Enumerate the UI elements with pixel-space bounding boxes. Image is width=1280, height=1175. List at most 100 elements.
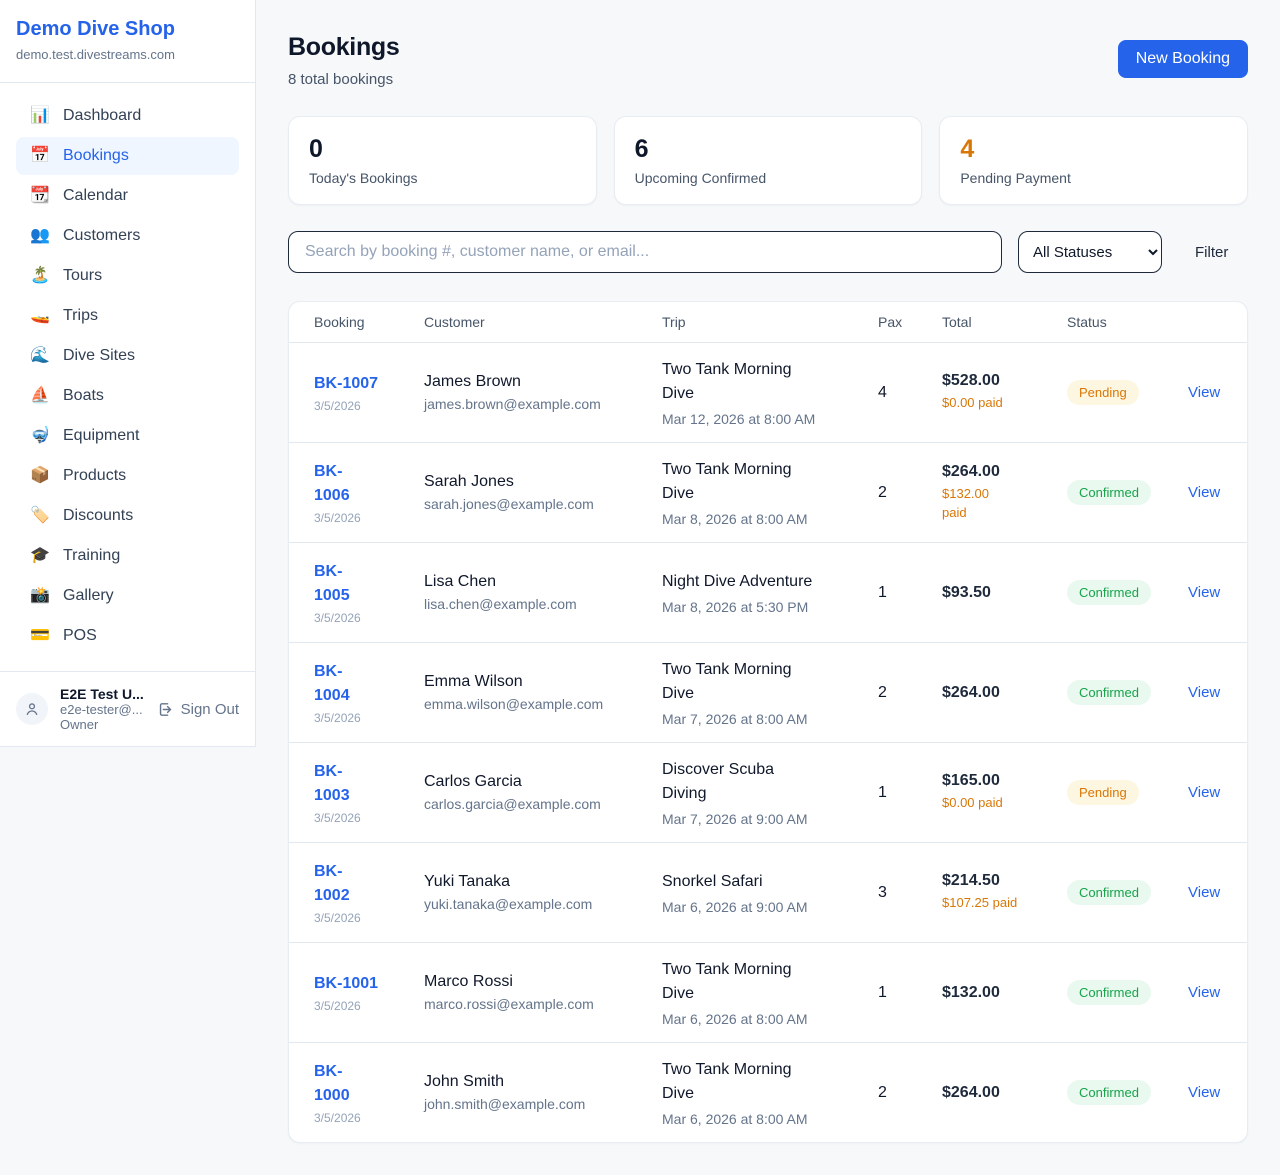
nav-icon: 🌊 <box>30 347 50 364</box>
sidebar-item[interactable]: 💳 POS <box>16 617 239 655</box>
filter-row: All Statuses Filter <box>288 231 1248 273</box>
total-cell: $93.50 <box>942 584 1067 602</box>
sidebar-item[interactable]: 📊 Dashboard <box>16 97 239 135</box>
booking-date: 3/5/2026 <box>314 510 361 525</box>
booking-id-link[interactable]: BK- 1003 <box>314 763 350 804</box>
nav-icon: 📊 <box>30 107 50 124</box>
sidebar-item[interactable]: 🤿 Equipment <box>16 417 239 455</box>
booking-id-link[interactable]: BK-1007 <box>314 374 379 392</box>
customer-name: Emma Wilson <box>424 673 523 690</box>
page-header: Bookings 8 total bookings New Booking <box>288 33 1248 88</box>
view-link[interactable]: View <box>1188 884 1221 901</box>
sidebar-item[interactable]: 👥 Customers <box>16 217 239 255</box>
trip-cell: Two Tank Morning Dive Mar 12, 2026 at 8:… <box>662 358 878 427</box>
nav-icon: 📆 <box>30 187 50 204</box>
brand-name: Demo Dive Shop <box>16 18 175 40</box>
customer-email: lisa.chen@example.com <box>424 596 577 612</box>
view-link[interactable]: View <box>1188 984 1221 1001</box>
total-cell: $528.00 $0.00 paid <box>942 372 1067 413</box>
filter-button[interactable]: Filter <box>1195 243 1229 261</box>
user-role: Owner <box>60 717 99 732</box>
status-badge: Confirmed <box>1067 680 1151 705</box>
sign-out-button[interactable]: Sign Out <box>157 701 239 718</box>
sidebar-item[interactable]: 🌊 Dive Sites <box>16 337 239 375</box>
sidebar-item[interactable]: 🏷️ Discounts <box>16 497 239 535</box>
customer-name: Yuki Tanaka <box>424 873 510 890</box>
page-title-block: Bookings 8 total bookings <box>288 33 400 88</box>
total-amount: $264.00 <box>942 462 1000 480</box>
view-link[interactable]: View <box>1188 1084 1221 1101</box>
trip-name: Snorkel Safari <box>662 873 763 890</box>
booking-id-link[interactable]: BK- 1006 <box>314 463 350 504</box>
column-header-total: Total <box>942 314 972 330</box>
paid-amount: $107.25 paid <box>942 895 1018 911</box>
status-cell: Confirmed <box>1067 580 1188 605</box>
view-link[interactable]: View <box>1188 684 1221 701</box>
sidebar-item[interactable]: 📆 Calendar <box>16 177 239 215</box>
column-header-status: Status <box>1067 314 1107 330</box>
booking-id-link[interactable]: BK-1001 <box>314 974 379 992</box>
booking-id-link[interactable]: BK- 1004 <box>314 663 350 704</box>
customer-name: Lisa Chen <box>424 573 497 590</box>
sidebar-item[interactable]: 📸 Gallery <box>16 577 239 615</box>
view-link[interactable]: View <box>1188 584 1221 601</box>
total-cell: $214.50 $107.25 paid <box>942 872 1067 913</box>
customer-cell: Marco Rossi marco.rossi@example.com <box>424 973 662 1012</box>
pax-count: 2 <box>878 1083 887 1101</box>
trip-name: Two Tank Morning Dive <box>662 661 792 702</box>
view-link[interactable]: View <box>1188 484 1221 501</box>
booking-id-link[interactable]: BK- 1000 <box>314 1063 350 1104</box>
sign-out-label: Sign Out <box>180 700 239 718</box>
total-cell: $132.00 <box>942 984 1067 1002</box>
total-amount: $214.50 <box>942 872 1000 890</box>
trip-name: Two Tank Morning Dive <box>662 461 792 502</box>
stat-value: 0 <box>309 135 323 163</box>
search-input[interactable] <box>288 231 1002 273</box>
sidebar-item[interactable]: 📦 Products <box>16 457 239 495</box>
nav-icon: ⛵ <box>30 387 50 404</box>
booking-date: 3/5/2026 <box>314 710 361 725</box>
sidebar-item[interactable]: 📅 Bookings <box>16 137 239 175</box>
stats-row: 0 Today's Bookings 6 Upcoming Confirmed … <box>288 116 1248 205</box>
user-info: E2E Test U... e2e-tester@... Owner <box>60 686 144 732</box>
booking-date: 3/5/2026 <box>314 810 361 825</box>
customer-name: Sarah Jones <box>424 473 514 490</box>
customer-cell: James Brown james.brown@example.com <box>424 373 662 412</box>
brand-domain: demo.test.divestreams.com <box>16 47 175 62</box>
booking-id-link[interactable]: BK- 1002 <box>314 863 350 904</box>
sidebar-item[interactable]: 🏝️ Tours <box>16 257 239 295</box>
sidebar-item[interactable]: ⛵ Boats <box>16 377 239 415</box>
total-cell: $264.00 <box>942 1084 1067 1102</box>
booking-id-link[interactable]: BK- 1005 <box>314 563 350 604</box>
booking-cell: BK- 1005 3/5/2026 <box>314 560 424 624</box>
customer-name: Carlos Garcia <box>424 773 522 790</box>
customer-cell: Sarah Jones sarah.jones@example.com <box>424 473 662 512</box>
person-icon <box>26 703 38 715</box>
view-link[interactable]: View <box>1188 784 1221 801</box>
view-link[interactable]: View <box>1188 384 1221 401</box>
paid-amount: $0.00 paid <box>942 795 1003 811</box>
customer-email: sarah.jones@example.com <box>424 496 594 512</box>
sidebar-item-label: Tours <box>63 267 103 284</box>
brand: Demo Dive Shop demo.test.divestreams.com <box>0 0 255 83</box>
booking-date: 3/5/2026 <box>314 399 361 414</box>
customer-name: Marco Rossi <box>424 973 513 990</box>
trip-datetime: Mar 7, 2026 at 8:00 AM <box>662 711 808 727</box>
booking-cell: BK- 1000 3/5/2026 <box>314 1060 424 1124</box>
trip-name: Two Tank Morning Dive <box>662 1061 792 1102</box>
new-booking-button[interactable]: New Booking <box>1117 40 1248 78</box>
status-select[interactable]: All Statuses <box>1018 231 1162 273</box>
trip-name: Two Tank Morning Dive <box>662 361 792 402</box>
total-amount: $93.50 <box>942 583 991 601</box>
sidebar-item-label: Dashboard <box>63 107 142 124</box>
stat-label: Upcoming Confirmed <box>634 170 767 186</box>
total-amount: $165.00 <box>942 772 1000 790</box>
sidebar-item[interactable]: 🎓 Training <box>16 537 239 575</box>
main-content: Bookings 8 total bookings New Booking 0 … <box>288 0 1248 1175</box>
status-badge: Confirmed <box>1067 980 1151 1005</box>
nav-icon: 👥 <box>30 227 50 244</box>
trip-datetime: Mar 8, 2026 at 8:00 AM <box>662 511 808 527</box>
column-header-customer: Customer <box>424 314 485 330</box>
sidebar-item[interactable]: 🚤 Trips <box>16 297 239 335</box>
customer-cell: Lisa Chen lisa.chen@example.com <box>424 573 662 612</box>
